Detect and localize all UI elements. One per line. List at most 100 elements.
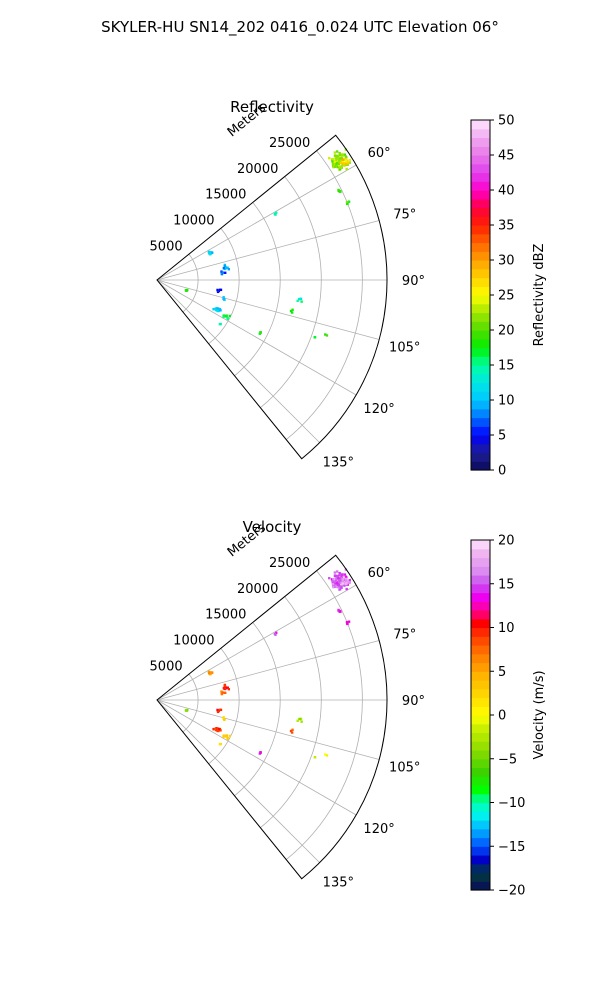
data-gate (298, 717, 302, 721)
data-gate (223, 718, 226, 721)
data-gate (335, 162, 338, 165)
colorbar-tick-label: 20 (498, 324, 515, 339)
colorbar-step (471, 863, 490, 874)
data-gate (300, 300, 303, 303)
data-gate (228, 734, 232, 738)
data-gate (339, 166, 343, 169)
data-gate (343, 153, 347, 156)
data-gate (208, 671, 211, 675)
data-gate (338, 571, 341, 575)
colorbar-step (471, 417, 490, 427)
angle-tick-label: 90° (402, 694, 425, 709)
data-gate (339, 161, 342, 165)
data-gate (341, 573, 344, 576)
data-gate (341, 580, 345, 584)
data-gate (216, 309, 219, 313)
radial-grid-arc (208, 228, 240, 345)
data-gate (339, 190, 342, 193)
colorbar-step (471, 443, 490, 454)
colorbar-step (471, 811, 490, 821)
colorbar-step (471, 233, 490, 244)
colorbar-step (471, 120, 490, 130)
angle-tick-label: 135° (323, 875, 354, 890)
colorbar-step (471, 251, 490, 261)
data-gate (345, 167, 348, 171)
data-gate (328, 576, 331, 580)
angle-grid-line (156, 699, 320, 863)
colorbar-tick-label: 35 (498, 219, 515, 234)
data-gate (339, 153, 342, 157)
angle-tick-label: 120° (363, 822, 394, 837)
data-gate (341, 158, 344, 161)
colorbar-step (471, 741, 490, 751)
data-gate (215, 308, 218, 312)
radial-grid-arc (182, 673, 199, 733)
colorbar-step (471, 610, 490, 620)
data-gate (224, 691, 227, 694)
data-gate (342, 582, 346, 585)
colorbar-step (471, 881, 490, 891)
data-gate (337, 188, 340, 192)
data-gate (345, 201, 349, 204)
colorbar-step (471, 540, 490, 550)
angle-tick-label: 90° (402, 274, 425, 289)
radial-tick-label: 25000 (269, 556, 310, 571)
radial-tick-label: 10000 (173, 214, 214, 229)
data-gate (332, 585, 335, 589)
colorbar-step (471, 706, 490, 716)
colorbar-tick-label: 15 (498, 577, 515, 592)
data-gate (336, 585, 339, 589)
colorbar-step (471, 356, 490, 366)
polar-frame (156, 134, 388, 460)
data-gate (208, 251, 211, 255)
radial-grid-arc (285, 570, 363, 860)
data-gate (347, 200, 351, 203)
data-gate (346, 622, 349, 626)
colorbar-step (471, 225, 490, 235)
colorbar-tick-label: −15 (498, 840, 525, 855)
data-gate (291, 728, 294, 732)
data-gate (339, 581, 342, 585)
colorbar-step (471, 330, 490, 340)
data-gate (217, 728, 221, 731)
data-gate (335, 582, 338, 585)
colorbar-tick-label: 0 (498, 709, 506, 724)
colorbar-step (471, 373, 490, 384)
data-gate (337, 162, 340, 166)
angle-grid-line (156, 279, 380, 340)
data-gate (338, 157, 341, 161)
colorbar-tick-label: 20 (498, 534, 515, 549)
radial-grid-arc (182, 253, 199, 313)
colorbar-step (471, 601, 490, 611)
colorbar-tick-label: −10 (498, 796, 525, 811)
radial-tick-label: 10000 (173, 634, 214, 649)
data-gate (225, 686, 228, 689)
colorbar-step (471, 137, 490, 147)
data-gate (224, 271, 227, 274)
data-gate (336, 165, 339, 169)
angle-grid-line (156, 699, 380, 760)
data-gate (220, 270, 223, 273)
data-gate (344, 582, 348, 586)
colorbar-step (471, 347, 490, 357)
colorbar-tick-label: −5 (498, 752, 517, 767)
data-gate (184, 289, 188, 292)
data-gate (291, 308, 294, 312)
colorbar-step (471, 575, 490, 585)
colorbar-step (471, 216, 490, 226)
data-gate (333, 574, 337, 577)
data-gate (225, 315, 228, 318)
colorbar-step (471, 627, 490, 637)
data-gate (221, 271, 225, 274)
data-gate (333, 580, 336, 584)
data-gate (290, 731, 294, 734)
data-gate (259, 751, 262, 754)
data-gate (333, 165, 337, 168)
data-gate (215, 727, 218, 730)
colorbar-step (471, 321, 490, 331)
data-gate (337, 578, 341, 582)
colorbar-step (471, 653, 490, 664)
colorbar-step (471, 671, 490, 681)
colorbar-step (471, 828, 490, 839)
data-gate (223, 264, 227, 268)
